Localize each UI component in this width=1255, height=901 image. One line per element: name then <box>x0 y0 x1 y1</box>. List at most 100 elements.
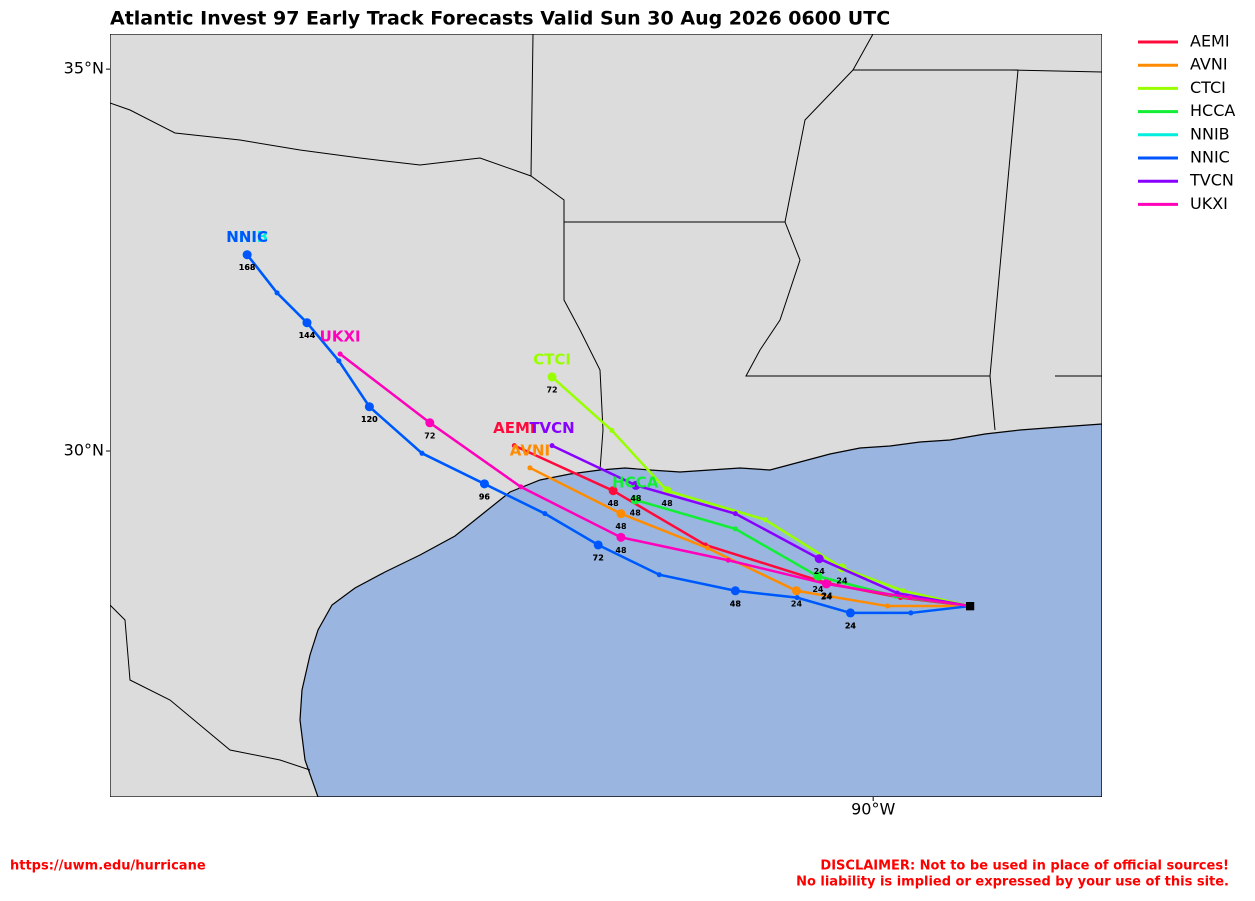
track-name: TVCN <box>529 419 574 437</box>
forecast-point <box>364 402 374 412</box>
hour-label: 144 <box>299 331 316 340</box>
title: Atlantic Invest 97 Early Track Forecasts… <box>110 8 890 30</box>
hour-label: 24 <box>845 621 857 630</box>
legend-label: AVNI <box>1190 55 1228 74</box>
forecast-point <box>631 480 641 490</box>
forecast-point <box>419 450 425 456</box>
forecast-point <box>609 427 615 433</box>
forecast-point <box>302 318 312 328</box>
forecast-point <box>845 608 855 618</box>
hour-label: 48 <box>730 599 742 608</box>
water <box>299 423 1102 797</box>
lat-label: 30°N <box>64 441 104 460</box>
hour-label: 48 <box>730 599 742 608</box>
hour-label: 168 <box>239 263 256 272</box>
forecast-point <box>814 554 824 564</box>
hour-label: 72 <box>593 553 604 562</box>
legend: AEMI AVNI CTCI HCCA NNIB NNIC TVCN UKXI <box>1138 32 1235 213</box>
track-name: AEMI <box>493 419 535 437</box>
state-borders <box>110 34 1102 771</box>
hour-label: 120 <box>361 415 378 424</box>
forecast-point <box>616 532 626 542</box>
track-line <box>551 444 971 608</box>
hour-label: 144 <box>299 331 316 340</box>
forecast-point <box>242 250 252 260</box>
legend-label: NNIC <box>1190 148 1230 167</box>
hour-label: 48 <box>630 494 642 503</box>
legend-label: NNIB <box>1190 124 1230 143</box>
forecast-point <box>593 540 603 550</box>
track-name: NNIB <box>226 228 268 246</box>
hour-label: 48 <box>615 522 627 531</box>
legend-label: CTCI <box>1190 78 1226 97</box>
hour-label: 96 <box>479 492 491 501</box>
forecast-point <box>425 418 435 428</box>
hour-label: 48 <box>615 546 627 555</box>
hour-label: 24 <box>821 592 833 601</box>
hour-label: 24 <box>791 599 803 608</box>
forecast-point <box>813 571 823 581</box>
hour-label: 24 <box>845 621 857 630</box>
hour-label: 48 <box>630 508 642 517</box>
forecast-point <box>907 595 913 601</box>
legend-label: AEMI <box>1190 32 1230 51</box>
track-name: UKXI <box>320 328 361 346</box>
hour-label: 72 <box>546 385 557 394</box>
hour-label: 48 <box>608 499 620 508</box>
forecast-point <box>542 511 548 517</box>
track-line <box>529 466 971 608</box>
forecast-point <box>908 610 914 616</box>
lon-label: 90°W <box>851 800 895 819</box>
hour-label: 120 <box>361 415 378 424</box>
track-line <box>339 353 971 608</box>
track-name: CTCI <box>533 350 571 368</box>
hour-label: 24 <box>836 576 848 585</box>
hour-label: 24 <box>812 585 824 594</box>
tracks <box>242 250 975 618</box>
forecast-point <box>900 588 906 594</box>
hour-label: 168 <box>239 263 256 272</box>
forecast-point <box>762 517 768 523</box>
lat-label: 35°N <box>64 59 104 78</box>
forecast-point <box>608 486 618 496</box>
forecast-point <box>791 586 801 596</box>
hour-label: 24 <box>821 592 833 601</box>
forecast-point <box>616 509 626 519</box>
forecast-point <box>794 595 800 601</box>
forecast-point <box>274 290 280 296</box>
forecast-point <box>725 557 731 563</box>
hour-label: 48 <box>662 499 674 508</box>
forecast-point <box>511 443 517 449</box>
forecast-point <box>337 351 343 357</box>
legend-label: HCCA <box>1190 101 1235 120</box>
forecast-point <box>704 545 710 551</box>
forecast-point <box>630 495 640 505</box>
track-name: HCCA <box>612 473 659 491</box>
forecast-point <box>884 603 890 609</box>
forecast-point <box>732 511 738 517</box>
forecast-point <box>547 372 557 382</box>
hour-label: 24 <box>814 567 826 576</box>
forecast-point <box>527 465 533 471</box>
legend-label: TVCN <box>1189 171 1234 190</box>
disclaimer: No liability is implied or expressed by … <box>796 875 1229 890</box>
initial-position <box>966 602 975 611</box>
legend-label: UKXI <box>1190 194 1228 213</box>
map <box>110 34 1102 797</box>
hour-label: 96 <box>479 492 491 501</box>
hour-label: 72 <box>593 553 604 562</box>
track-name: NNIC <box>226 228 268 246</box>
forecast-point <box>821 579 831 589</box>
footer-link[interactable]: https://uwm.edu/hurricane <box>10 859 206 874</box>
forecast-point <box>732 526 738 532</box>
forecast-point <box>518 484 524 490</box>
forecast-point <box>336 358 342 364</box>
labels: 35°N 30°N 90°W 24 48 AEMI 24 48 AVNI 24 48 72 CTCI 24… <box>64 59 896 819</box>
forecast-point <box>656 572 662 578</box>
forecast-point <box>549 443 555 449</box>
forecast-point <box>479 479 489 489</box>
disclaimer: DISCLAIMER: Not to be used in place of o… <box>820 859 1229 874</box>
hour-label: 72 <box>424 431 435 440</box>
forecast-point <box>730 586 740 596</box>
